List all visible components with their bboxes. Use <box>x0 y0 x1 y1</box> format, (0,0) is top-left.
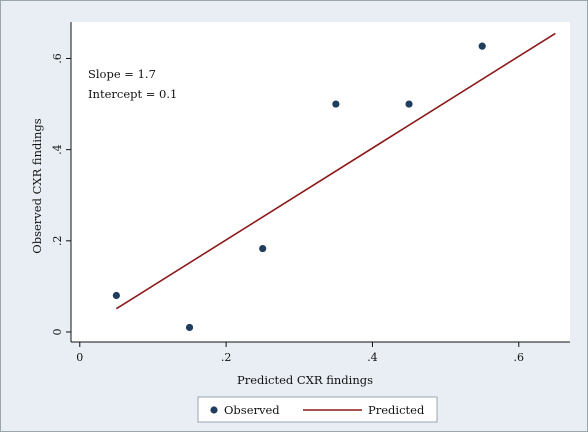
observed-point <box>405 100 413 108</box>
x-tick-label: .4 <box>367 351 378 364</box>
x-tick-label: .6 <box>514 351 525 364</box>
x-axis-title: Predicted CXR findings <box>237 373 373 387</box>
y-axis-title: Observed CXR findings <box>30 118 44 253</box>
axes: 0 .2 .4 .6 0 .2 .4 .6 <box>51 22 570 364</box>
observed-point <box>478 42 486 50</box>
legend-observed-marker <box>210 406 218 414</box>
y-tick-label: .6 <box>51 53 64 64</box>
y-tick-label: .4 <box>51 144 64 155</box>
observed-point <box>185 323 194 332</box>
x-tick-label: 0 <box>76 351 83 364</box>
y-tick-label: 0 <box>51 328 64 335</box>
y-tick-label: .2 <box>51 236 64 247</box>
legend: Observed Predicted <box>197 396 438 423</box>
observed-point <box>112 291 120 300</box>
predicted-line <box>115 32 556 310</box>
observed-point <box>259 244 267 253</box>
plot-area <box>71 22 570 342</box>
annotation-intercept: Intercept = 0.1 <box>88 87 177 101</box>
observed-point <box>332 100 340 108</box>
annotation-slope: Slope = 1.7 <box>88 67 156 81</box>
chart-marks <box>112 32 556 332</box>
legend-observed-label: Observed <box>224 403 280 417</box>
x-tick-label: .2 <box>221 351 232 364</box>
legend-predicted-label: Predicted <box>368 403 425 417</box>
